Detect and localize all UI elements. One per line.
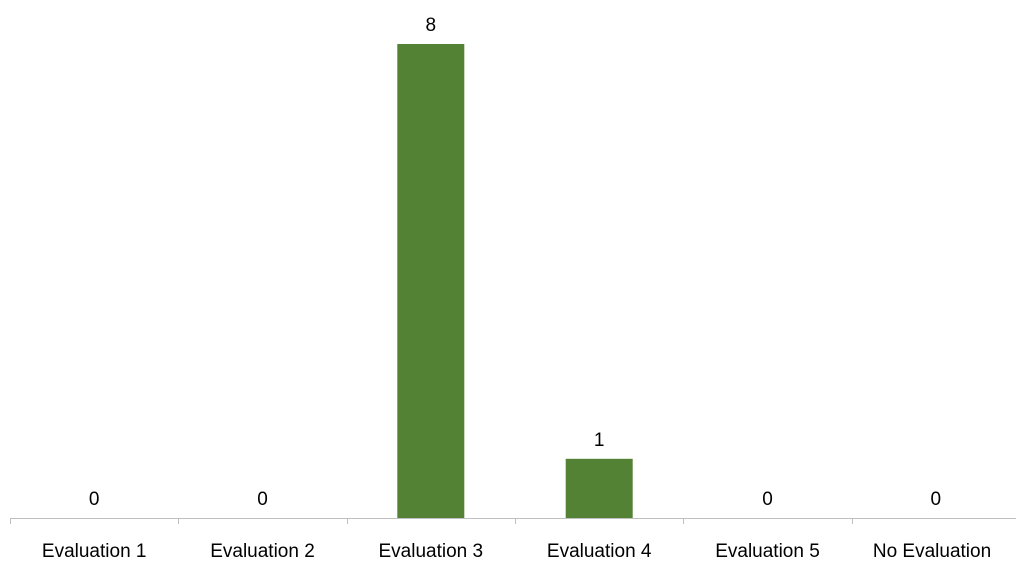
x-tick-label-no-evaluation: No Evaluation — [873, 541, 991, 562]
x-tick-label-evaluation-5: Evaluation 5 — [715, 541, 820, 562]
x-axis — [10, 518, 1016, 524]
data-label-evaluation-5: 0 — [762, 489, 773, 510]
data-labels-group: 0 0 8 1 0 0 — [89, 15, 941, 510]
data-label-evaluation-3: 8 — [426, 15, 437, 36]
data-label-evaluation-2: 0 — [257, 489, 268, 510]
x-tick-label-evaluation-1: Evaluation 1 — [42, 541, 147, 562]
data-label-evaluation-4: 1 — [594, 430, 605, 451]
data-label-evaluation-1: 0 — [89, 489, 100, 510]
x-tick-label-evaluation-4: Evaluation 4 — [547, 541, 652, 562]
x-tick-labels: Evaluation 1 Evaluation 2 Evaluation 3 Eval… — [42, 541, 991, 562]
data-label-no-evaluation: 0 — [931, 489, 942, 510]
bars-group — [397, 44, 633, 519]
x-tick-label-evaluation-3: Evaluation 3 — [379, 541, 484, 562]
bar-evaluation-3 — [397, 44, 465, 518]
x-tick-label-evaluation-2: Evaluation 2 — [210, 541, 315, 562]
bar-evaluation-4 — [565, 458, 633, 519]
